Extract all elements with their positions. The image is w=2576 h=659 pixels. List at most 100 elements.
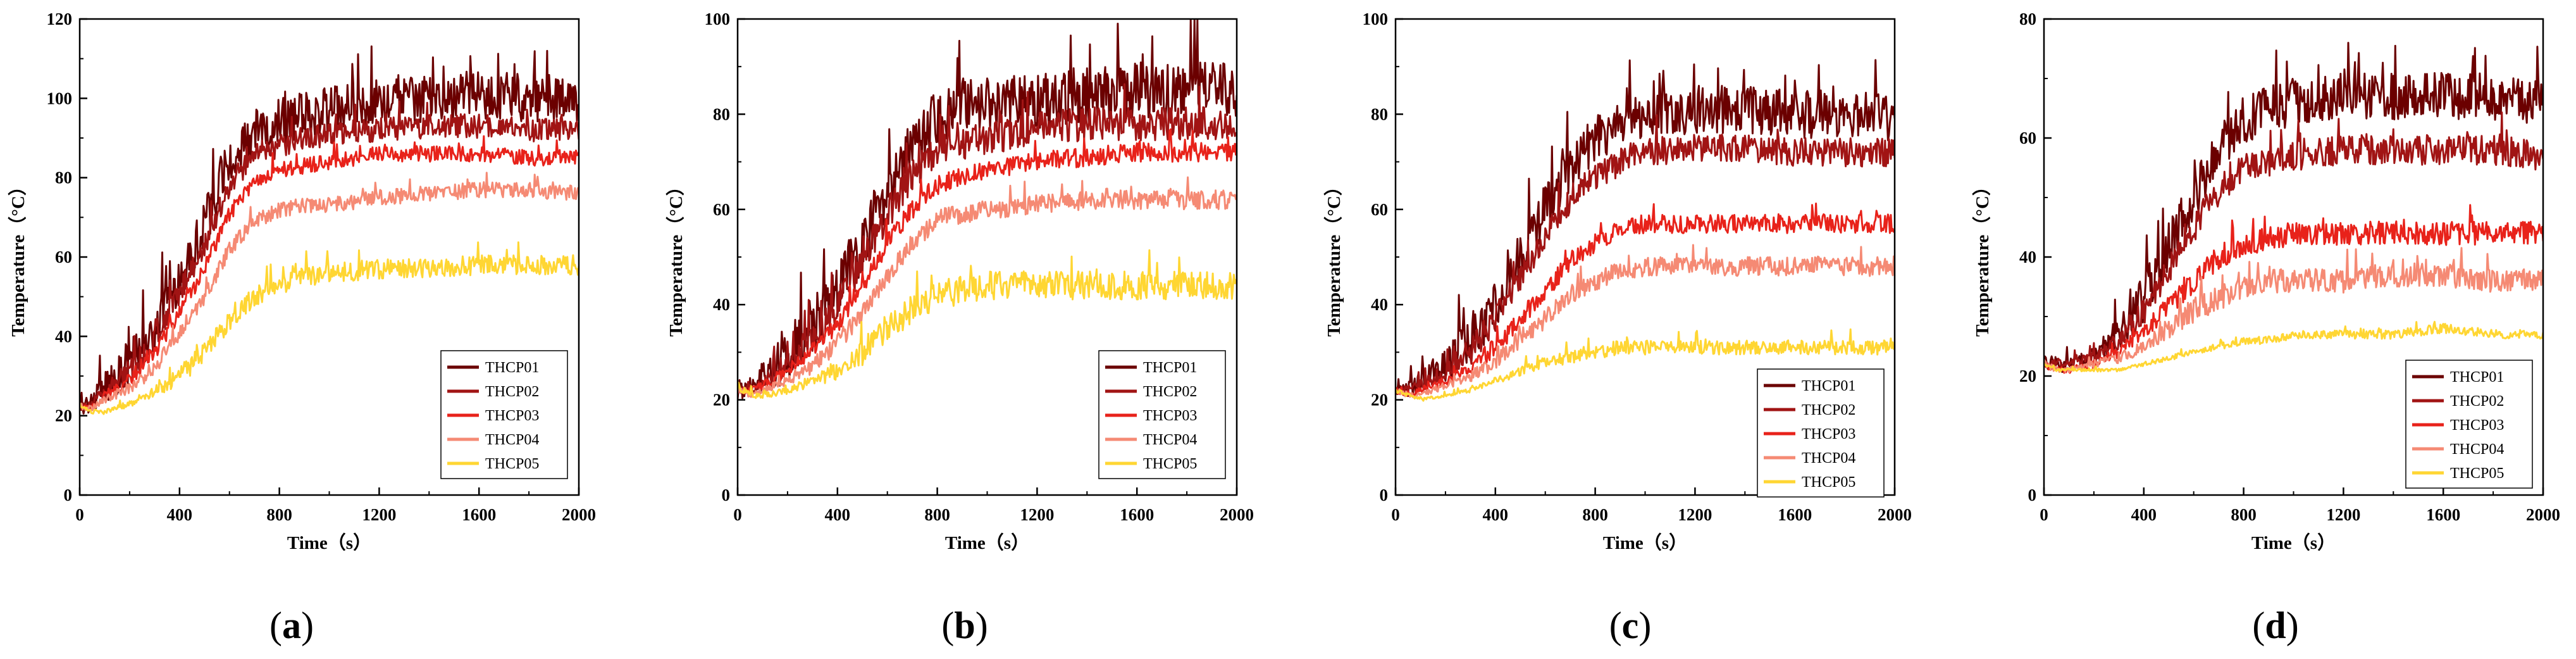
legend: THCP01 THCP02 THCP03 THCP04 THCP05: [1757, 368, 1885, 498]
y-tick-label: 80: [2019, 9, 2036, 28]
series-line-thcp05: [80, 241, 579, 415]
legend-label-thcp02: THCP02: [1802, 402, 1855, 418]
legend-label-thcp02: THCP02: [485, 384, 539, 400]
legend-label-thcp05: THCP05: [1802, 474, 1855, 491]
x-tick-label: 2000: [562, 505, 596, 524]
series-line-thcp03: [80, 135, 579, 411]
series-line-thcp03: [1396, 203, 1895, 397]
legend-label-thcp04: THCP04: [485, 432, 539, 448]
y-tick-label: 0: [1380, 486, 1389, 505]
series-line-thcp02: [2044, 111, 2543, 370]
legend-label-thcp04: THCP04: [2450, 441, 2504, 458]
legend: THCP01 THCP02 THCP03 THCP04 THCP05: [440, 350, 568, 479]
series-group: [1396, 59, 1895, 402]
x-tick-label: 800: [1582, 505, 1608, 524]
chart-panel-d: 0 400 800 1200 1600 2000 0 20 40 60 80 Time（s） Tempe…: [1972, 9, 2560, 646]
x-tick-label: 400: [2131, 505, 2157, 524]
x-axis-title: Time（s）: [1603, 532, 1687, 553]
y-tick-label: 40: [713, 295, 730, 314]
y-axis-title: Temperature（°C）: [1323, 177, 1344, 337]
panel-label: (c): [1609, 605, 1652, 646]
x-tick-label: 2000: [1220, 505, 1254, 524]
x-tick-label: 1200: [2326, 505, 2360, 524]
x-tick-label: 2000: [1878, 505, 1912, 524]
x-axis-title: Time（s）: [945, 532, 1029, 553]
x-tick-label: 0: [75, 505, 84, 524]
y-axis-title: Temperature（°C）: [1972, 177, 1993, 337]
chart-panel-b: 0 400 800 1200 1600 2000 0 20 40 60 80 100 Time（s） Te…: [666, 9, 1254, 646]
legend: THCP01 THCP02 THCP03 THCP04 THCP05: [2405, 360, 2533, 489]
y-tick-label: 20: [713, 391, 730, 410]
chart-panel-c: 0 400 800 1200 1600 2000 0 20 40 60 80 100 Time（s） Te…: [1323, 9, 1912, 646]
y-tick-label: 60: [2019, 129, 2036, 147]
series-line-thcp01: [1396, 59, 1895, 398]
y-tick-label: 40: [1371, 295, 1388, 314]
series-line-thcp05: [1396, 328, 1895, 402]
series-line-thcp04: [738, 176, 1237, 398]
series-line-thcp05: [2044, 320, 2543, 373]
series-line-thcp02: [1396, 114, 1895, 396]
y-tick-label: 80: [55, 168, 72, 187]
y-tick-label: 80: [713, 104, 730, 123]
x-tick-label: 400: [1483, 505, 1509, 524]
legend-label-thcp03: THCP03: [1143, 408, 1197, 424]
legend-label-thcp05: THCP05: [485, 456, 539, 472]
panel-label: (b): [941, 605, 988, 646]
x-tick-label: 1600: [1120, 505, 1154, 524]
y-tick-label: 60: [55, 248, 72, 267]
x-tick-label: 800: [924, 505, 950, 524]
y-tick-label: 0: [64, 486, 73, 505]
y-tick-label: 60: [713, 200, 730, 219]
series-line-thcp05: [738, 249, 1237, 399]
x-tick-label: 1600: [2426, 505, 2460, 524]
legend-label-thcp05: THCP05: [1143, 456, 1197, 472]
x-tick-label: 400: [825, 505, 851, 524]
x-tick-label: 800: [2231, 505, 2257, 524]
x-tick-label: 1600: [1778, 505, 1812, 524]
x-tick-label: 1200: [1678, 505, 1712, 524]
panel-label: (d): [2252, 605, 2298, 646]
y-tick-label: 60: [1371, 200, 1388, 219]
legend-label-thcp01: THCP01: [1143, 360, 1197, 376]
legend-label-thcp02: THCP02: [2450, 393, 2504, 410]
x-axis-title: Time（s）: [2251, 532, 2336, 553]
legend-label-thcp01: THCP01: [1802, 378, 1855, 394]
y-axis-title: Temperature（°C）: [666, 177, 686, 337]
y-tick-label: 0: [2028, 486, 2037, 505]
y-tick-label: 20: [1371, 391, 1388, 410]
series-line-thcp04: [2044, 247, 2543, 373]
series-line-thcp03: [2044, 204, 2543, 374]
series-group: [738, 19, 1237, 399]
series-line-thcp02: [738, 83, 1237, 396]
x-tick-label: 1200: [1020, 505, 1054, 524]
legend-label-thcp01: THCP01: [2450, 369, 2504, 386]
legend-label-thcp03: THCP03: [2450, 417, 2504, 434]
x-tick-label: 2000: [2526, 505, 2560, 524]
panel-label: (a): [269, 605, 314, 646]
series-line-thcp01: [80, 45, 579, 415]
legend-label-thcp04: THCP04: [1802, 450, 1855, 467]
y-tick-label: 20: [55, 406, 72, 425]
y-tick-label: 40: [55, 327, 72, 346]
legend-label-thcp03: THCP03: [485, 408, 539, 424]
y-tick-label: 120: [47, 9, 73, 28]
x-tick-label: 1600: [462, 505, 496, 524]
x-tick-label: 0: [733, 505, 742, 524]
legend-label-thcp02: THCP02: [1143, 384, 1197, 400]
legend: THCP01 THCP02 THCP03 THCP04 THCP05: [1098, 350, 1226, 479]
series-line-thcp04: [80, 172, 579, 411]
y-axis-title: Temperature（°C）: [8, 177, 28, 337]
y-tick-label: 20: [2019, 367, 2036, 386]
chart-panel-a: 0 400 800 1200 1600 2000 0 20 40 60 80 100 120 Time（s…: [8, 9, 596, 646]
x-axis-title: Time（s）: [287, 532, 371, 553]
legend-label-thcp04: THCP04: [1143, 432, 1197, 448]
x-tick-label: 400: [167, 505, 193, 524]
x-tick-label: 800: [266, 505, 292, 524]
y-tick-label: 100: [1363, 9, 1389, 28]
legend-label-thcp05: THCP05: [2450, 465, 2504, 482]
x-tick-label: 1200: [362, 505, 396, 524]
y-tick-label: 40: [2019, 248, 2036, 267]
y-tick-label: 0: [722, 486, 731, 505]
y-tick-label: 100: [47, 89, 73, 108]
series-group: [80, 45, 579, 415]
